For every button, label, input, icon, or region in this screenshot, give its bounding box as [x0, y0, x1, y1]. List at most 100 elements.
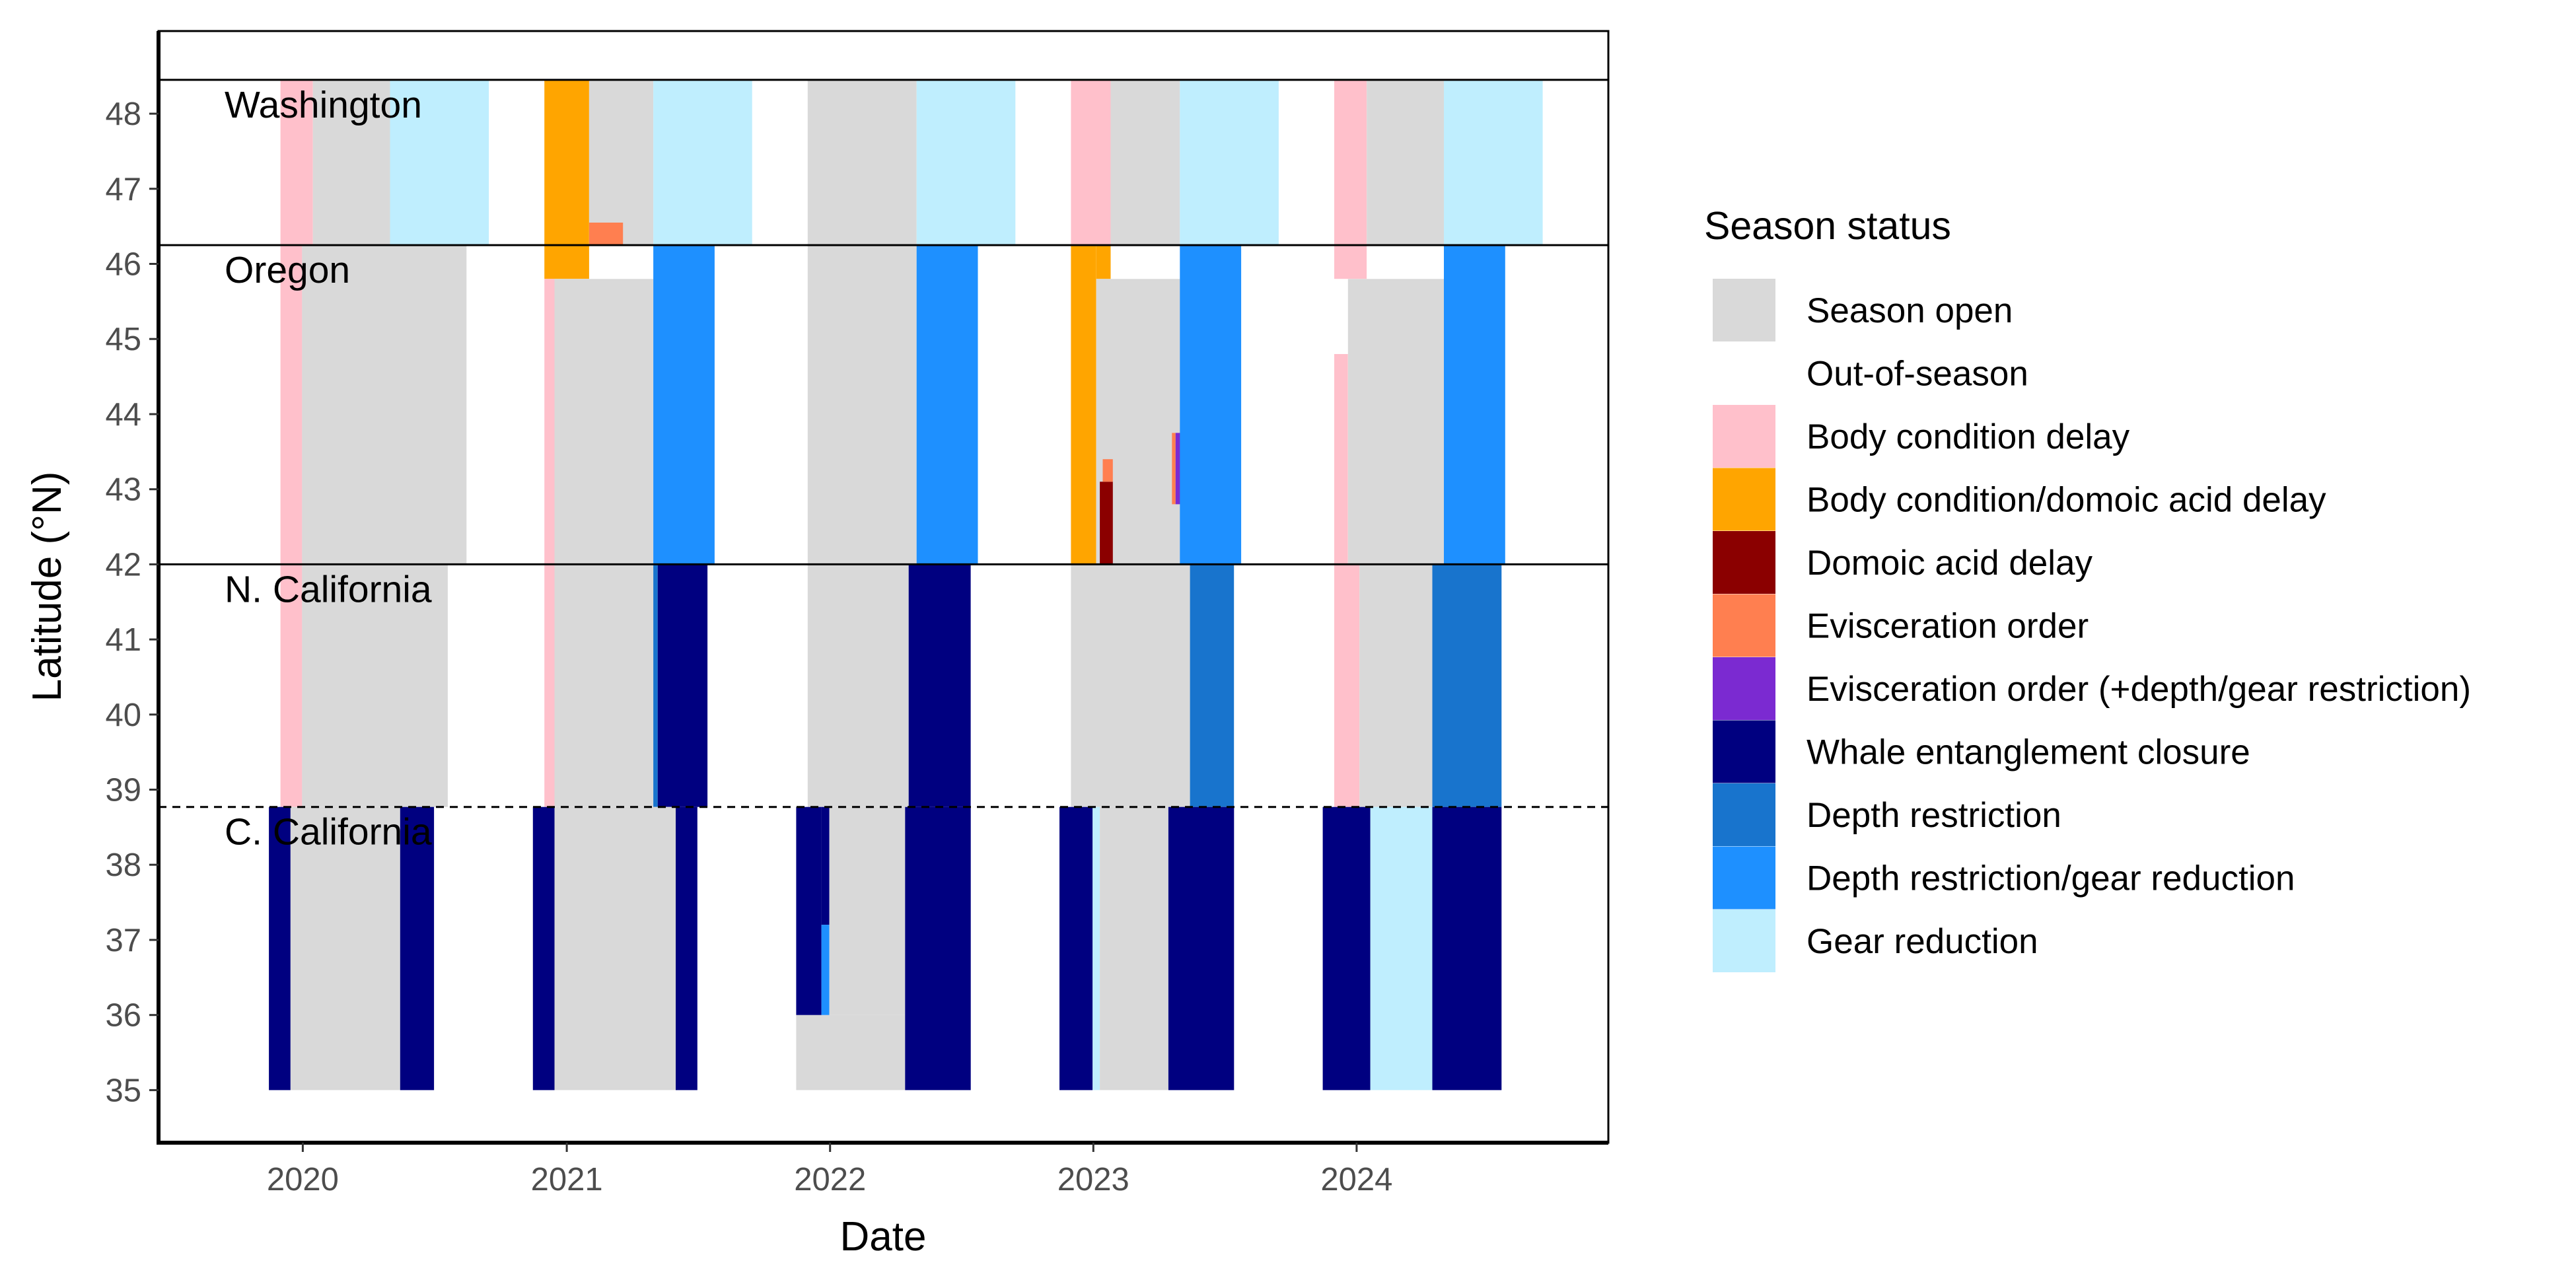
segment-whale-entanglement-closure: [905, 806, 971, 1091]
segment-season-open: [1100, 806, 1168, 1091]
segment-season-open: [807, 79, 917, 246]
segment-gear-reduction: [1370, 806, 1433, 1091]
legend-items: Season open Out-of-season Body condition d…: [1713, 279, 2471, 972]
y-tick-label: 45: [105, 322, 141, 357]
x-tick-label: 2023: [1057, 1162, 1129, 1198]
legend-key-season-open: [1713, 279, 1775, 341]
legend-key-domoic-acid-delay: [1713, 531, 1775, 594]
segment-season-open: [302, 564, 448, 807]
legend-key-depth-restriction: [1713, 783, 1775, 846]
segment-season-open: [796, 1015, 906, 1091]
segment-domoic-acid-delay: [1100, 482, 1113, 565]
segment-season-open: [1347, 279, 1444, 565]
legend-label-domoic-acid-delay: Domoic acid delay: [1807, 544, 2093, 583]
segment-season-open: [807, 564, 909, 807]
segment-season-open: [554, 806, 676, 1091]
segment-body-condition-delay: [280, 564, 303, 807]
segment-whale-entanglement-closure: [657, 564, 708, 807]
legend-label-depth-restriction: Depth restriction: [1807, 796, 2061, 835]
region-label-oregon: Oregon: [225, 249, 350, 291]
segment-season-open: [554, 279, 654, 565]
segment-whale-entanglement-closure: [1168, 806, 1234, 1091]
y-tick-label: 41: [105, 622, 141, 658]
y-tick-label: 44: [105, 397, 141, 433]
legend-key-depth-restriction-gear-reduction: [1713, 846, 1775, 910]
segment-body-condition-delay: [1334, 79, 1367, 279]
segment-whale-entanglement-closure: [908, 564, 971, 807]
segment-body-condition-delay: [1334, 564, 1360, 807]
segment-whale-entanglement-closure: [1432, 806, 1502, 1091]
x-tick-label: 2021: [531, 1162, 603, 1198]
y-tick-label: 43: [105, 472, 141, 508]
segment-season-open: [312, 79, 390, 246]
segment-body-condition-delay: [544, 564, 555, 807]
legend-label-body-condition-domoic-acid-delay: Body condition/domoic acid delay: [1807, 481, 2326, 520]
y-tick-label: 46: [105, 247, 141, 283]
segment-depth-restriction-gear-reduction: [1444, 245, 1505, 565]
segment-evisceration-order: [1102, 459, 1113, 482]
segment-gear-reduction: [1444, 79, 1543, 246]
legend-label-depth-restriction-gear-reduction: Depth restriction/gear reduction: [1807, 859, 2295, 898]
plot-panel: Washington Oregon N. California C. Californ…: [157, 30, 1610, 1144]
segment-body-condition-domoic-acid-delay: [1096, 245, 1111, 279]
y-axis-ticks: 35 36 37 38 39 40 41 42 43 44 45 46 47 48: [105, 96, 159, 1108]
segment-evisceration-order: [589, 223, 624, 246]
segment-depth-restriction: [1190, 564, 1234, 807]
legend-label-season-open: Season open: [1807, 291, 2013, 330]
segment-season-open: [302, 245, 467, 565]
segment-depth-restriction-gear-reduction: [916, 245, 978, 565]
x-axis-title: Date: [840, 1214, 927, 1260]
segment-season-open: [807, 245, 917, 565]
legend-key-whale-entanglement-closure: [1713, 720, 1775, 783]
legend-key-body-condition-delay: [1713, 405, 1775, 468]
segment-season-open: [829, 806, 906, 1015]
legend-key-body-condition-domoic-acid-delay: [1713, 468, 1775, 531]
segment-depth-restriction: [653, 564, 658, 807]
segment-body-condition-delay: [280, 245, 303, 565]
y-tick-label: 35: [105, 1073, 141, 1108]
legend-title: Season status: [1704, 204, 1951, 248]
region-label-washington: Washington: [225, 84, 422, 126]
segment-gear-reduction: [653, 79, 752, 246]
legend-key-evisceration-order: [1713, 594, 1775, 657]
segment-season-open: [290, 806, 400, 1091]
legend: Season status Season open Out-of-season Bo…: [1704, 204, 2471, 972]
segment-depth-restriction-gear-reduction: [821, 925, 830, 1015]
y-tick-label: 36: [105, 998, 141, 1034]
y-tick-label: 40: [105, 698, 141, 733]
segment-season-open: [1367, 79, 1444, 246]
legend-key-gear-reduction: [1713, 910, 1775, 972]
segment-gear-reduction: [1092, 806, 1100, 1091]
region-boundaries: [159, 79, 1608, 808]
segment-whale-entanglement-closure: [400, 806, 435, 1091]
segment-season-open: [1071, 564, 1190, 807]
segment-depth-restriction-gear-reduction: [653, 245, 715, 565]
x-axis-ticks: 2020 2021 2022 2023 2024: [267, 1143, 1392, 1198]
region-label-n-california: N. California: [225, 568, 432, 610]
x-tick-label: 2022: [794, 1162, 866, 1198]
segment-whale-entanglement-closure: [1059, 806, 1093, 1091]
y-tick-label: 37: [105, 923, 141, 958]
y-axis-title: Latitude (°N): [24, 472, 70, 702]
segment-gear-reduction: [916, 79, 1016, 246]
x-tick-label: 2020: [267, 1162, 339, 1198]
y-tick-label: 38: [105, 847, 141, 883]
legend-key-out-of-season: [1713, 341, 1775, 405]
segment-evisceration-order-depth-gear-restriction: [1175, 433, 1183, 505]
segment-season-open: [1110, 79, 1180, 246]
legend-label-out-of-season: Out-of-season: [1807, 355, 2028, 394]
y-tick-label: 47: [105, 172, 141, 207]
legend-key-evisceration-order-depth-gear-restriction: [1713, 657, 1775, 720]
segment-body-condition-delay: [544, 279, 555, 565]
legend-label-evisceration-order-depth-gear-restriction: Evisceration order (+depth/gear restrict…: [1807, 670, 2471, 709]
segment-depth-restriction: [1432, 564, 1502, 807]
segment-body-condition-delay: [1071, 79, 1111, 246]
y-tick-label: 48: [105, 96, 141, 132]
segment-whale-entanglement-closure: [821, 806, 830, 925]
segment-body-condition-domoic-acid-delay: [1071, 245, 1096, 565]
region-labels: Washington Oregon N. California C. Californ…: [225, 84, 432, 853]
segment-season-open: [589, 79, 654, 246]
segment-whale-entanglement-closure: [532, 806, 555, 1091]
